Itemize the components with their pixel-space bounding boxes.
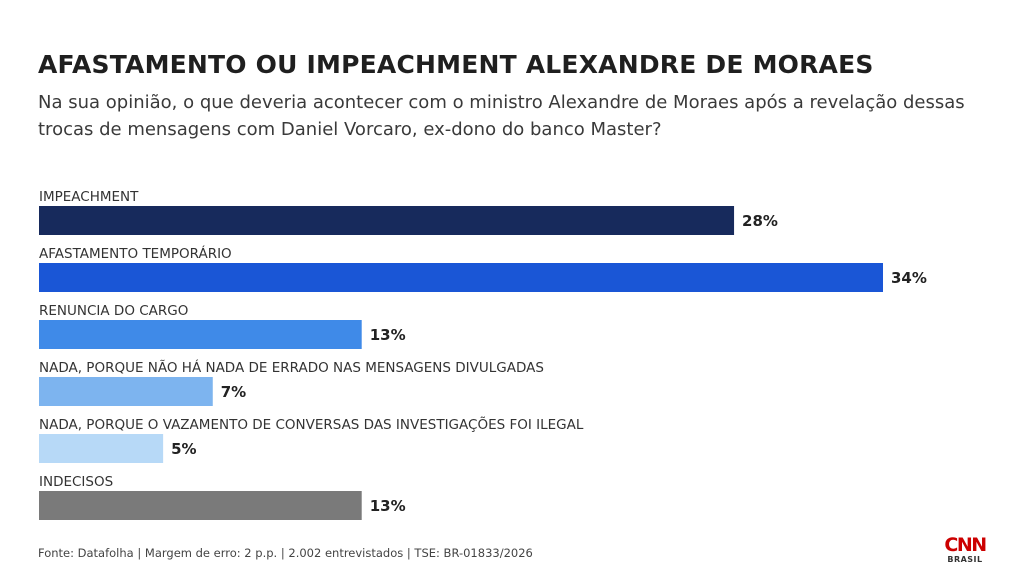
value-label: 7% [221, 383, 246, 401]
bar-row: AFASTAMENTO TEMPORÁRIO 34% [39, 245, 927, 292]
bar [39, 434, 164, 463]
bar-row: RENUNCIA DO CARGO 13% [39, 303, 406, 349]
cnn-logo-sub: BRASIL [947, 555, 983, 564]
chart-title: AFASTAMENTO OU IMPEACHMENT ALEXANDRE DE … [38, 50, 874, 79]
value-label: 13% [370, 497, 406, 515]
bar [39, 206, 735, 235]
chart-subtitle: Na sua opinião, o que deveria acontecer … [38, 92, 965, 140]
bar-row: IMPEACHMENT 28% [39, 189, 778, 235]
category-label: NADA, PORQUE NÃO HÁ NADA DE ERRADO NAS M… [39, 359, 544, 376]
source-footer: Fonte: Datafolha | Margem de erro: 2 p.p… [38, 546, 533, 560]
bar-chart: IMPEACHMENT 28% AFASTAMENTO TEMPORÁRIO 34% R… [39, 189, 927, 520]
value-label: 34% [891, 269, 927, 287]
category-label: INDECISOS [39, 474, 113, 490]
bar [39, 491, 362, 520]
category-label: NADA, PORQUE O VAZAMENTO DE CONVERSAS DA… [39, 416, 584, 433]
category-label: IMPEACHMENT [39, 189, 139, 205]
bar [39, 263, 883, 292]
bar [39, 320, 362, 349]
value-label: 28% [742, 212, 778, 230]
value-label: 5% [171, 440, 196, 458]
value-label: 13% [370, 326, 406, 344]
bar-row: NADA, PORQUE NÃO HÁ NADA DE ERRADO NAS M… [39, 359, 544, 406]
bar [39, 377, 213, 406]
category-label: RENUNCIA DO CARGO [39, 303, 188, 319]
bar-row: NADA, PORQUE O VAZAMENTO DE CONVERSAS DA… [39, 416, 584, 463]
category-label: AFASTAMENTO TEMPORÁRIO [39, 245, 232, 262]
cnn-brasil-logo: CNN BRASIL [940, 535, 990, 565]
cnn-logo-mark: CNN [944, 534, 987, 556]
bar-row: INDECISOS 13% [39, 474, 406, 520]
